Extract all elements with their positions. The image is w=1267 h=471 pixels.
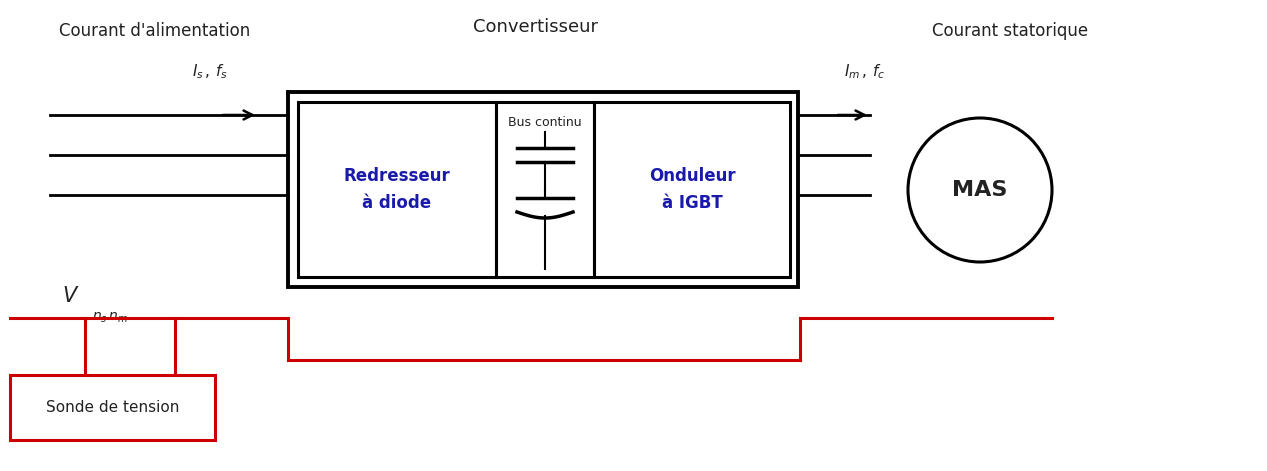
Text: Courant statorique: Courant statorique xyxy=(933,22,1088,40)
Bar xyxy=(10,375,215,440)
Circle shape xyxy=(908,118,1052,262)
Text: Sonde de tension: Sonde de tension xyxy=(46,400,179,415)
Text: Courant d'alimentation: Courant d'alimentation xyxy=(60,22,251,40)
Text: $I_m\,,\,f_c$: $I_m\,,\,f_c$ xyxy=(844,63,886,81)
Text: Redresseur
à diode: Redresseur à diode xyxy=(343,167,450,211)
Text: MAS: MAS xyxy=(953,180,1007,200)
Bar xyxy=(495,102,594,277)
Bar xyxy=(288,92,798,287)
Bar xyxy=(298,102,495,277)
Text: Onduleur
à IGBT: Onduleur à IGBT xyxy=(649,167,735,211)
Bar xyxy=(594,102,791,277)
Text: Bus continu: Bus continu xyxy=(508,115,582,129)
Text: Convertisseur: Convertisseur xyxy=(473,18,598,36)
Text: $n_s\,n_m$: $n_s\,n_m$ xyxy=(92,311,128,325)
Text: $V$: $V$ xyxy=(62,286,80,306)
Text: $I_s\,,\,f_s$: $I_s\,,\,f_s$ xyxy=(193,63,228,81)
